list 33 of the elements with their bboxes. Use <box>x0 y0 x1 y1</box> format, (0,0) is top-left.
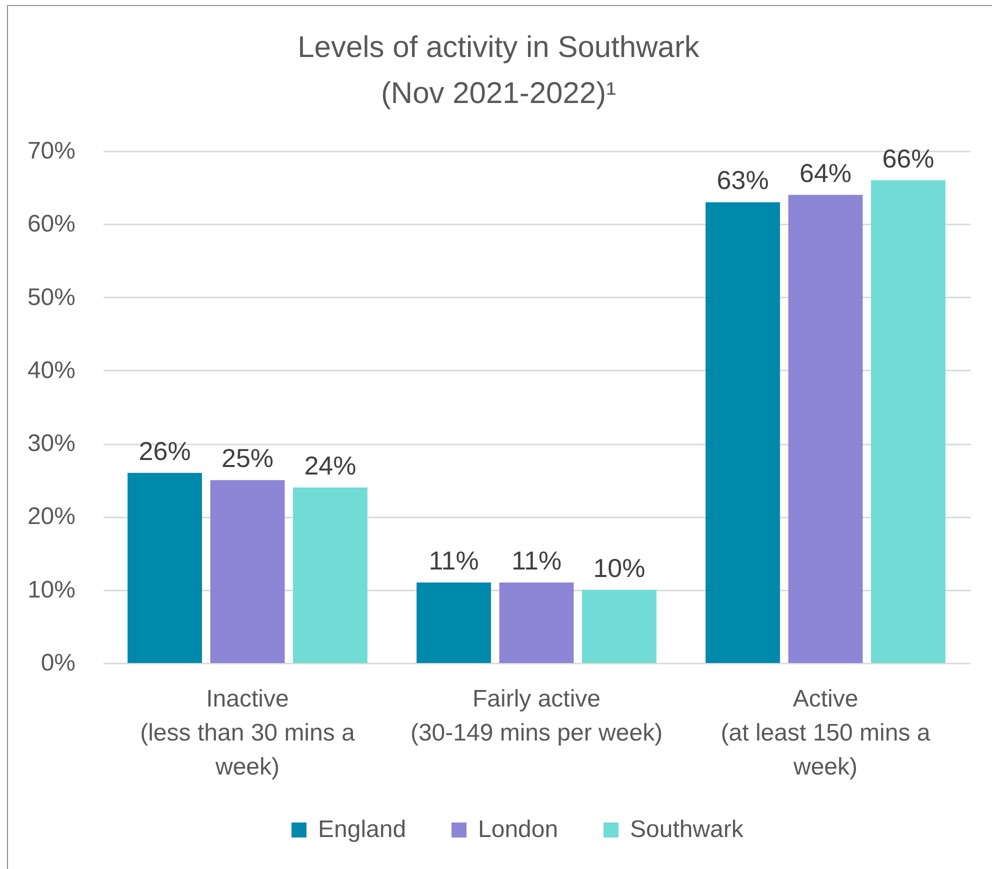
bar <box>499 582 574 663</box>
bar <box>210 480 285 663</box>
data-label: 24% <box>304 450 356 480</box>
data-label: 63% <box>716 165 769 196</box>
data-label: 10% <box>593 552 646 583</box>
bar <box>416 582 492 663</box>
bar <box>870 180 946 663</box>
legend-label: England <box>318 816 406 843</box>
data-label: 11% <box>428 546 479 576</box>
data-label: 25% <box>221 443 274 474</box>
bar <box>706 202 780 663</box>
chart-title: Levels of activity in Southwark (Nov 2021-2022)¹ <box>298 31 700 110</box>
bar <box>788 194 863 663</box>
y-tick-label: 10% <box>27 576 76 604</box>
legend-label: Southwark <box>630 816 744 843</box>
y-tick-label: 30% <box>27 430 76 458</box>
legend-label: London <box>478 816 558 843</box>
y-tick-label: 70% <box>27 138 76 164</box>
bar <box>128 472 202 663</box>
data-label: 64% <box>799 158 852 188</box>
data-label: 11% <box>511 546 562 576</box>
bar <box>582 590 656 663</box>
y-tick-label: 60% <box>27 210 76 238</box>
data-label: 66% <box>882 143 934 174</box>
x-tick-label: Fairly active (30-149 mins per week) <box>410 686 663 746</box>
x-tick-label: Inactive (less than 30 mins a week) <box>140 686 356 780</box>
y-tick-label: 40% <box>27 356 76 384</box>
bar <box>292 487 368 663</box>
y-tick-label: 20% <box>27 503 76 530</box>
y-tick-label: 50% <box>27 284 76 311</box>
data-label: 26% <box>138 436 191 466</box>
y-tick-label: 0% <box>40 650 76 676</box>
x-tick-label: Active (at least 150 mins a week) <box>720 686 931 780</box>
